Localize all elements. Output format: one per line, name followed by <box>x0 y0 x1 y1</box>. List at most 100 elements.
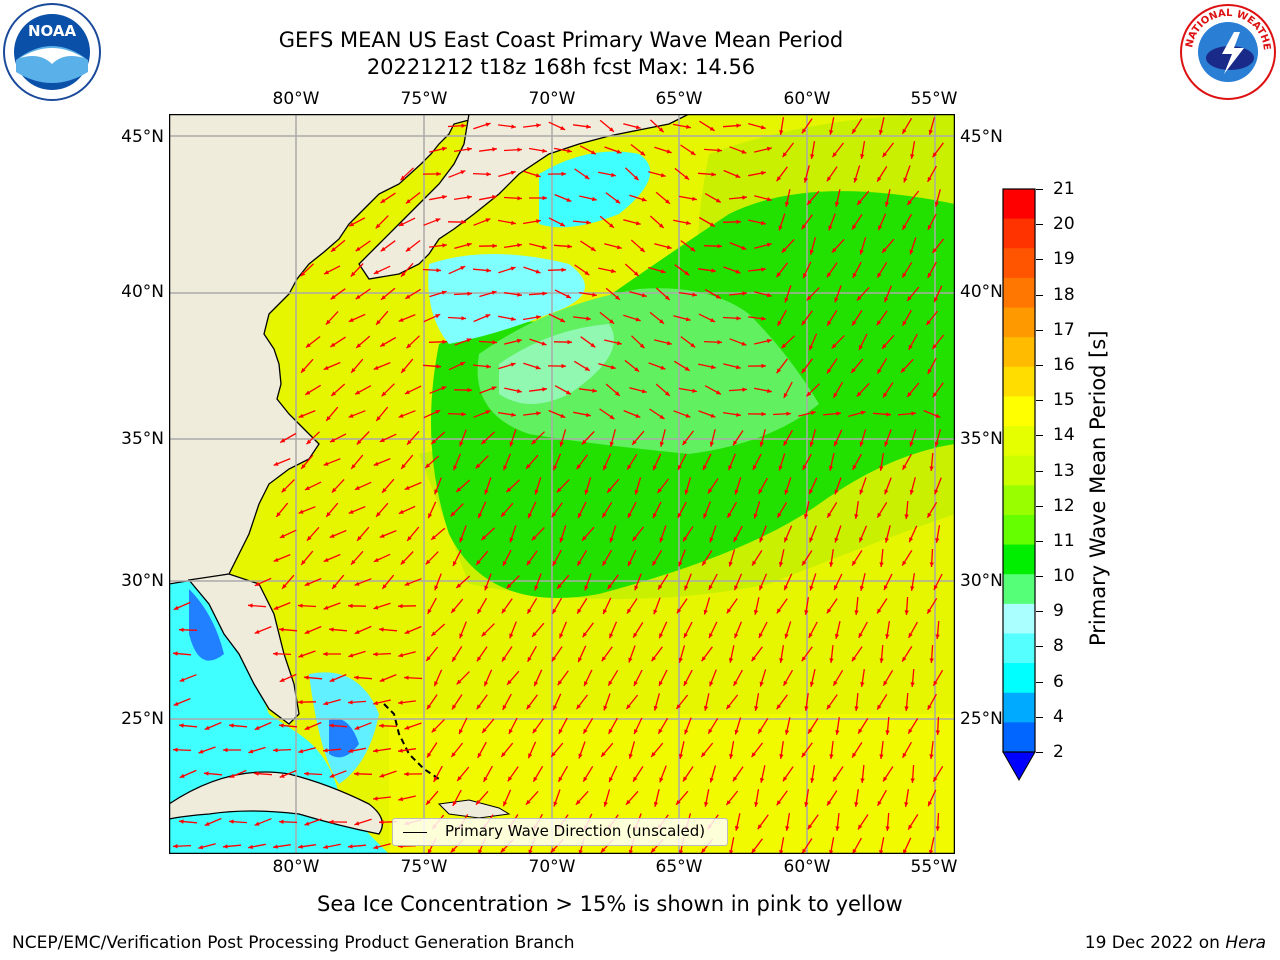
wave-arrow-head <box>357 536 362 541</box>
wave-arrow-head <box>784 297 789 303</box>
wave-arrow-head <box>248 844 253 849</box>
wave-arrow-head <box>425 559 431 565</box>
wave-arrow-head <box>803 273 808 279</box>
wave-arrow-head <box>526 464 531 469</box>
wave-arrow-head <box>173 747 178 752</box>
wave-arrow-head <box>565 390 571 395</box>
wave-arrow-head <box>784 537 789 543</box>
wave-arrow-head <box>535 269 541 274</box>
wave-arrow-head <box>826 272 832 278</box>
colorbar-block <box>1003 218 1035 249</box>
colorbar-tick-label: 10 <box>1053 566 1075 587</box>
wave-arrow-head <box>461 123 466 128</box>
generation-date-text: 19 Dec 2022 on <box>1084 933 1220 953</box>
wave-arrow-head <box>179 819 184 824</box>
wave-arrow-head <box>935 413 941 418</box>
wave-arrow-head <box>254 771 259 776</box>
wave-arrow-head <box>678 561 683 567</box>
wave-arrow-head <box>348 748 353 753</box>
wave-arrow-head <box>932 152 937 158</box>
wave-arrow-head <box>492 147 497 152</box>
wave-arrow-head <box>354 581 360 586</box>
wave-arrow-head <box>685 317 691 322</box>
wave-arrow-head <box>827 512 832 518</box>
legend-line-swatch <box>403 832 427 833</box>
wave-arrow-head <box>766 146 772 152</box>
wave-arrow-head <box>603 609 608 615</box>
wave-arrow-head <box>776 608 782 614</box>
wave-arrow-head <box>852 320 857 326</box>
wave-arrow-head <box>904 802 909 807</box>
wave-arrow-head <box>776 704 781 710</box>
wave-arrow-head <box>659 777 664 783</box>
bahamas-deep <box>329 718 359 758</box>
wave-arrow-head <box>734 585 739 591</box>
wave-arrow-head <box>651 656 657 662</box>
wave-arrow-head <box>726 800 731 805</box>
wave-arrow-head <box>456 583 462 588</box>
wave-arrow-head <box>398 317 404 322</box>
wave-arrow-head <box>761 316 766 321</box>
wave-arrow-head <box>428 513 433 519</box>
colorbar <box>1002 188 1036 782</box>
wave-arrow-head <box>534 489 539 495</box>
wave-arrow-head <box>553 705 558 711</box>
wave-arrow-head <box>431 439 437 444</box>
wave-arrow-head <box>457 776 462 781</box>
wave-arrow-head <box>933 585 938 590</box>
lat-label-left-40n: 40°N <box>121 282 164 302</box>
generation-date: 19 Dec 2022 on Hera <box>1085 933 1266 953</box>
wave-arrow-head <box>300 271 306 277</box>
wave-arrow-head <box>373 605 379 610</box>
wave-arrow-head <box>601 656 607 662</box>
wave-arrow-head <box>532 632 537 637</box>
wave-arrow-head <box>541 341 547 346</box>
wave-arrow-head <box>584 681 588 687</box>
wave-arrow-head <box>877 512 882 518</box>
wave-arrow-head <box>401 464 406 469</box>
wave-arrow-head <box>757 824 763 830</box>
wave-arrow-head <box>652 560 657 566</box>
wave-arrow-head <box>401 271 406 277</box>
wave-arrow-head <box>577 608 582 614</box>
wave-arrow-head <box>536 411 541 416</box>
wave-arrow-head <box>804 610 809 615</box>
wave-arrow-head <box>934 489 939 495</box>
wave-arrow-head <box>759 777 765 783</box>
wave-arrow-head <box>542 291 547 296</box>
colorbar-tick-label: 14 <box>1053 425 1075 446</box>
wave-arrow-head <box>534 681 539 687</box>
colorbar-tick-mark <box>1036 576 1043 578</box>
wave-arrow-head <box>884 489 889 495</box>
wave-arrow-head <box>808 728 813 734</box>
wave-arrow-head <box>659 441 664 447</box>
colorbar-block <box>1003 248 1035 279</box>
wave-arrow-head <box>809 441 814 447</box>
wave-arrow-head <box>451 608 456 613</box>
colorbar-tick-label: 6 <box>1053 671 1064 692</box>
wave-arrow-head <box>279 773 285 778</box>
colorbar-block <box>1003 396 1035 427</box>
wave-arrow-head <box>405 294 411 299</box>
wave-arrow-head <box>807 200 812 205</box>
colorbar-block <box>1003 722 1035 753</box>
wave-arrow-head <box>481 439 487 445</box>
wave-arrow-head <box>602 560 607 566</box>
wave-arrow-head <box>609 441 614 447</box>
wave-arrow-head <box>852 560 857 566</box>
wave-arrow-head <box>484 585 489 591</box>
wave-arrow-head <box>553 801 558 807</box>
wave-arrow-head <box>827 320 832 326</box>
wave-arrow-head <box>273 748 278 753</box>
wave-arrow-head <box>576 464 582 470</box>
wave-arrow-head <box>735 173 741 178</box>
wave-arrow-head <box>279 677 285 682</box>
wave-arrow-head <box>734 825 740 831</box>
wave-arrow-head <box>684 270 690 276</box>
wave-arrow-head <box>560 125 566 130</box>
wave-arrow-head <box>659 537 664 543</box>
colorbar-tick-mark <box>1036 752 1043 753</box>
wave-arrow-head <box>566 197 572 202</box>
wave-arrow-head <box>609 319 615 324</box>
wave-arrow-head <box>466 338 472 343</box>
